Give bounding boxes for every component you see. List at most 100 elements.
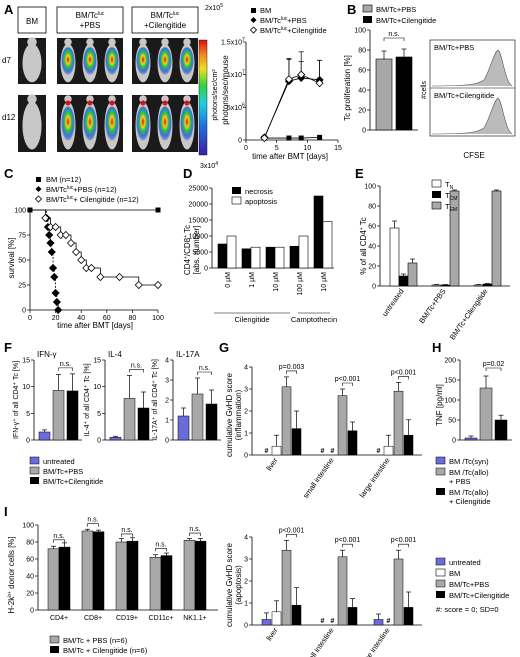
chart-i-sig-label: n.s. — [189, 526, 200, 533]
chart-a-series-line — [264, 74, 320, 139]
chart-i-bar — [126, 540, 139, 611]
chart-a-xtick-label: 10 — [303, 145, 311, 152]
chart-e-bar — [449, 190, 460, 287]
group-label-pbs-2: +PBS — [80, 21, 101, 30]
chart-c-xtick-label: 0 — [28, 315, 32, 322]
legend-swatch-allo-pbs — [435, 467, 446, 476]
legend-label-allo-cil-2: + Cilengitide — [449, 497, 490, 506]
legend-marker-bm — [251, 8, 256, 13]
chart-c-curve — [30, 209, 158, 286]
chartG1-sig-bracket — [286, 370, 297, 374]
chart-i-sig-label: n.s. — [53, 533, 64, 540]
group-box-cil — [131, 6, 199, 34]
chartG1-bar — [403, 434, 414, 456]
chart-i-xtick-label: CD4+ — [50, 615, 68, 622]
legend-marker-bm — [36, 177, 41, 182]
legend-label-bm: BM — [260, 6, 271, 15]
legend-swatch-cil — [363, 16, 372, 23]
mouse-head — [139, 38, 147, 46]
panel-b-letter: B — [347, 2, 356, 17]
chart-f-title: IFN-γ — [37, 350, 57, 359]
chart-d-bar-necrosis — [289, 245, 300, 269]
mouse-head — [108, 38, 116, 46]
luminescence-signal — [136, 106, 150, 141]
chart-i-bar — [115, 541, 128, 611]
chart-c-ytick-label: 100 — [14, 208, 26, 215]
chart-f-2-ytick-label: 4 — [165, 358, 169, 365]
chart-f-2-ytick-label: 0 — [165, 438, 169, 445]
chart-i-sig-bracket — [87, 523, 99, 527]
chart-c-point — [134, 280, 143, 290]
luminescence-signal — [136, 47, 150, 75]
scale-min-label: 3x104 — [200, 161, 218, 170]
chart-c-point — [54, 305, 63, 315]
chart-c-point — [51, 222, 60, 232]
chart-f-bar — [38, 431, 51, 441]
chartG1-sig-bracket — [342, 382, 353, 386]
chart-c-ytick-label: 50 — [18, 258, 26, 265]
chart-a-ytick-exp: 6 — [242, 102, 245, 108]
chart-c-ytick-label: 75 — [18, 233, 26, 240]
chartG2-bar — [373, 619, 384, 626]
bioluminescence-images — [18, 37, 198, 152]
chart-b-ytick-label: 80 — [358, 48, 366, 55]
chart-a-series-line — [264, 77, 320, 138]
chart-e-xtick-label: BM/Tc+Cilengitide — [448, 287, 490, 342]
chartG2-sig-bracket — [286, 534, 297, 538]
panel-i-letter: I — [4, 504, 8, 519]
chart-i-ylabel: H-2kb+ donor cells [%] — [7, 536, 16, 613]
luminescence-signal — [83, 106, 97, 141]
chart-i-bar — [183, 540, 196, 611]
luminescence-hotspot — [109, 100, 115, 106]
legend-label-pbs: BM/Tcluc+PBS (n=12) — [46, 185, 117, 194]
chartG2-bar — [347, 607, 358, 626]
luminescence-hotspot — [184, 100, 190, 106]
chartG2-sig-bracket — [398, 543, 409, 548]
legend-label-pbs: BM/Tcluc+PBS — [260, 16, 307, 25]
legend-label-pbs: BM/Tc+PBS — [449, 580, 489, 589]
chart-h-ytick-label: 100 — [444, 398, 456, 405]
chartG1-bar — [393, 390, 404, 456]
chart-c-point — [41, 213, 50, 223]
chart-f-0-ytick-label: 5 — [26, 411, 30, 418]
legend-marker-cil — [34, 195, 43, 203]
mouse-head — [161, 38, 169, 46]
chartG2-xtick-label: liver — [264, 626, 280, 643]
luminescence-signal — [158, 106, 172, 141]
chart-c-point — [87, 263, 96, 273]
chart-h-ytick-label: 0 — [452, 438, 456, 445]
chartG1-hash: # — [321, 448, 325, 455]
chart-h-ytick-label: 150 — [444, 378, 456, 385]
legend-label-pbs: BM/Tc+PBS — [43, 467, 83, 476]
scale-unit-label: photons/sec/cm² — [212, 69, 219, 121]
chart-g2-ylabel: cumulative GvHD score — [225, 542, 234, 627]
chartG2-xtick-label: large intestine — [357, 626, 391, 657]
chart-f-0-ytick-label: 15 — [22, 358, 30, 365]
chart-a-point — [297, 70, 306, 79]
chart-a-bioluminescence: 0 5x10 1x10 1.5x10 6 7 7 0 5 10 15 — [221, 37, 342, 152]
group-label-cil-2: +Cilengitide — [144, 21, 187, 30]
chartG1-bar — [271, 445, 282, 456]
mouse-head — [27, 94, 37, 104]
chart-d-ylabel-unit: [abs. number] — [192, 226, 201, 275]
legend-swatch-cil — [30, 477, 39, 484]
chart-e-bar — [482, 283, 493, 287]
legend-label-cil: BM/Tc+Cilengitide — [449, 591, 509, 600]
chart-i-sig-label: n.s. — [121, 527, 132, 534]
histogram-curve-pbs — [431, 49, 513, 87]
luminescence-hotspot — [65, 100, 71, 106]
legend-swatch-untreated — [435, 557, 446, 566]
panel-c-letter: C — [4, 166, 14, 181]
chart-i-sig-label: n.s. — [87, 517, 98, 524]
chart-f-bar — [123, 398, 136, 441]
chart-f-ylabel: IL-4⁺ of all CD4⁺ Tc [%] — [83, 363, 91, 436]
chart-f-sig-label: n.s. — [199, 365, 210, 372]
chart-h-sig-label: p=0.02 — [483, 361, 505, 368]
chart-e-ytick-label: 0 — [372, 284, 376, 291]
legend-label-allo-cil-1: BM /Tc(allo) — [449, 488, 489, 497]
chart-a-ytick-label: 1.5x10 — [221, 40, 242, 47]
chart-b-bar — [395, 56, 413, 131]
chart-d-bar-necrosis — [217, 243, 228, 269]
